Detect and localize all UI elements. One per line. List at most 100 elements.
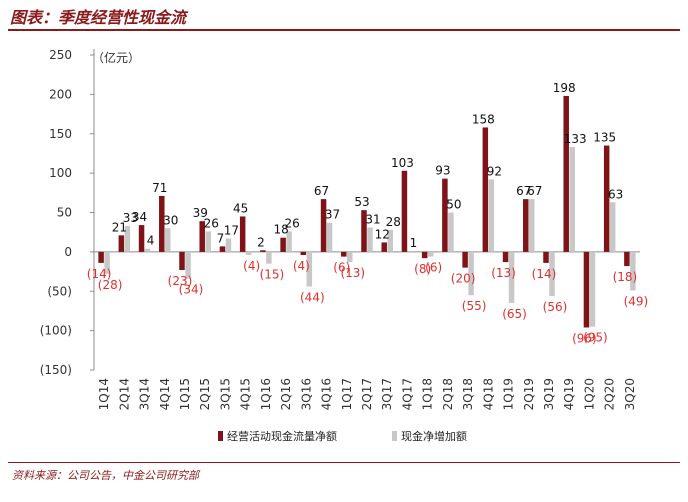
x-tick-label: 3Q20 — [623, 378, 637, 410]
data-label-net-cash-increase: 26 — [284, 216, 299, 230]
x-tick-label: 3Q15 — [218, 378, 232, 410]
bar-operating-cash-flow — [118, 235, 125, 252]
data-label-net-cash-increase: (6) — [425, 261, 442, 275]
data-label-operating-cash-flow: 103 — [391, 156, 414, 170]
data-label-operating-cash-flow: 53 — [354, 195, 369, 209]
bar-net-cash-increase — [306, 251, 313, 287]
data-label-net-cash-increase: 26 — [204, 216, 219, 230]
data-label-net-cash-increase: 67 — [527, 184, 542, 198]
data-label-operating-cash-flow: (6) — [333, 261, 350, 275]
bar-operating-cash-flow — [482, 127, 489, 252]
data-label-operating-cash-flow: (14) — [532, 267, 557, 281]
bar-net-cash-increase — [225, 238, 232, 252]
bar-net-cash-increase — [448, 212, 454, 252]
bar-operating-cash-flow — [381, 242, 387, 252]
data-label-operating-cash-flow: 45 — [233, 201, 248, 215]
data-label-net-cash-increase: (15) — [260, 268, 285, 282]
bar-operating-cash-flow — [219, 246, 226, 252]
legend-label: 现金净增加额 — [401, 429, 467, 443]
data-label-operating-cash-flow: (18) — [613, 270, 638, 284]
x-tick-label: 3Q14 — [138, 378, 152, 410]
bar-operating-cash-flow — [300, 251, 307, 256]
x-tick-label: 2Q15 — [198, 378, 212, 410]
legend-swatch — [218, 431, 223, 441]
data-label-net-cash-increase: (13) — [340, 266, 365, 280]
x-tick-labels: 1Q14 2Q14 3Q14 4Q14 1Q15 2Q15 3Q15 4Q15 1Q16 2Q16… — [97, 378, 637, 410]
data-label-operating-cash-flow: 21 — [112, 220, 127, 234]
x-tick-label: 4Q16 — [320, 378, 334, 410]
x-tick-label: 3Q19 — [542, 378, 556, 410]
data-label-operating-cash-flow: 93 — [435, 164, 450, 178]
data-label-operating-cash-flow: (13) — [491, 266, 516, 280]
bar-net-cash-increase — [427, 251, 434, 257]
x-tick-label: 2Q18 — [441, 378, 455, 410]
data-label-operating-cash-flow: (23) — [168, 274, 193, 288]
data-label-operating-cash-flow: 39 — [193, 206, 208, 220]
bar-net-cash-increase — [508, 251, 515, 304]
page-title: 图表：季度经营性现金流 — [10, 8, 187, 27]
data-label-net-cash-increase: 133 — [564, 132, 587, 146]
data-label-net-cash-increase: 63 — [608, 187, 623, 201]
x-tick-label: 4Q17 — [400, 378, 414, 410]
bar-operating-cash-flow — [320, 199, 327, 252]
data-label-net-cash-increase: (55) — [462, 299, 487, 313]
data-label-net-cash-increase: 50 — [446, 198, 461, 212]
data-label-operating-cash-flow: 158 — [472, 112, 495, 126]
bar-operating-cash-flow — [421, 251, 428, 259]
y-tick-label: 150 — [49, 127, 72, 141]
bar-net-cash-increase — [165, 228, 171, 252]
data-label-net-cash-increase: (34) — [179, 283, 204, 297]
x-tick-label: 4Q18 — [481, 378, 495, 410]
data-labels: (14)(28)21333447130(23)(34)392671745(4)2… — [87, 81, 648, 346]
x-tick-label: 1Q18 — [421, 378, 435, 410]
data-label-operating-cash-flow: 18 — [273, 223, 288, 237]
data-label-net-cash-increase: 1 — [410, 236, 418, 250]
y-tick-label: 0 — [64, 245, 72, 259]
bar-operating-cash-flow — [401, 170, 408, 252]
x-tick-label: 1Q15 — [178, 378, 192, 410]
y-tick-label: 250 — [49, 48, 72, 62]
legend-item-operating-cash-flow: 经营活动现金流量净额 — [218, 429, 337, 443]
bar-net-cash-increase — [205, 231, 211, 252]
bar-net-cash-increase — [286, 231, 292, 252]
bar-operating-cash-flow — [98, 251, 104, 263]
data-label-net-cash-increase: 17 — [224, 223, 239, 237]
bar-operating-cash-flow — [603, 145, 610, 252]
data-label-net-cash-increase: (28) — [98, 278, 123, 292]
x-tick-label: 1Q17 — [340, 378, 354, 410]
bar-operating-cash-flow — [138, 225, 145, 252]
y-tick-label: (50) — [47, 284, 72, 298]
bar-net-cash-increase — [407, 251, 414, 252]
bar-net-cash-increase — [387, 229, 393, 252]
bar-operating-cash-flow — [462, 251, 468, 268]
data-label-operating-cash-flow: (20) — [451, 272, 476, 286]
x-tick-label: 3Q17 — [380, 378, 394, 410]
data-label-operating-cash-flow: 34 — [132, 210, 147, 224]
bar-operating-cash-flow — [199, 221, 205, 252]
x-tick-label: 4Q15 — [239, 378, 253, 410]
data-label-net-cash-increase: (95) — [583, 331, 608, 345]
data-label-net-cash-increase: (49) — [624, 294, 649, 308]
bar-operating-cash-flow — [341, 251, 347, 257]
data-label-operating-cash-flow: 135 — [593, 131, 616, 145]
legend-swatch — [392, 431, 397, 441]
data-label-net-cash-increase: 31 — [365, 212, 380, 226]
title-divider — [8, 29, 680, 31]
legend: 经营活动现金流量净额 现金净增加额 — [218, 429, 467, 443]
data-label-net-cash-increase: (4) — [243, 259, 260, 273]
y-axis-unit-label: （亿元） — [92, 50, 140, 65]
bar-net-cash-increase — [367, 227, 373, 252]
data-label-operating-cash-flow: (14) — [87, 267, 112, 281]
x-tick-label: 2Q19 — [522, 378, 536, 410]
data-label-operating-cash-flow: (8) — [414, 262, 431, 276]
x-tick-label: 2Q20 — [603, 378, 617, 410]
data-label-net-cash-increase: 30 — [163, 213, 178, 227]
bar-operating-cash-flow — [179, 251, 185, 270]
bar-operating-cash-flow — [502, 251, 509, 263]
x-tick-label: 1Q14 — [97, 378, 111, 410]
data-label-net-cash-increase: 33 — [123, 211, 138, 225]
data-label-net-cash-increase: 4 — [147, 234, 155, 248]
bar-operating-cash-flow — [583, 251, 590, 328]
bar-operating-cash-flow — [442, 178, 448, 252]
